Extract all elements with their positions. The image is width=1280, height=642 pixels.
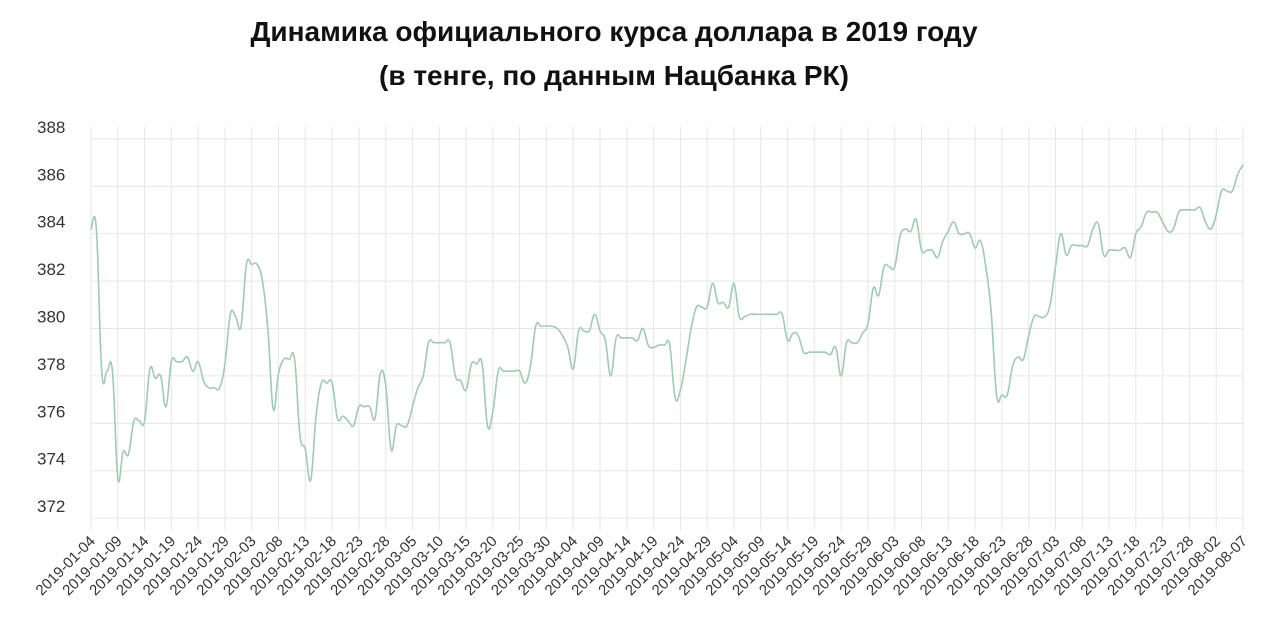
y-tick-label: 384 [37,213,65,232]
y-tick-label: 388 [37,118,65,137]
y-tick-label: 386 [37,165,65,184]
y-axis: 372 374 376 378 380 382 384 386 388 [37,118,65,516]
y-gridlines [91,138,1243,519]
chart-subtitle: (в тенге, по данным Нацбанка РК) [379,60,849,91]
y-tick-label: 374 [37,450,65,469]
y-tick-label: 372 [37,497,65,516]
series-line-0 [90,164,1244,483]
y-tick-label: 376 [37,402,65,421]
x-gridlines [90,127,1244,530]
x-axis: 2019-01-042019-01-092019-01-142019-01-19… [33,533,1251,599]
y-tick-label: 380 [37,308,65,327]
chart-title-block: Динамика официального курса доллара в 20… [0,10,1228,98]
y-tick-label: 378 [37,355,65,374]
chart-title: Динамика официального курса доллара в 20… [250,16,978,47]
y-tick-label: 382 [37,260,65,279]
series-layer [90,164,1244,483]
